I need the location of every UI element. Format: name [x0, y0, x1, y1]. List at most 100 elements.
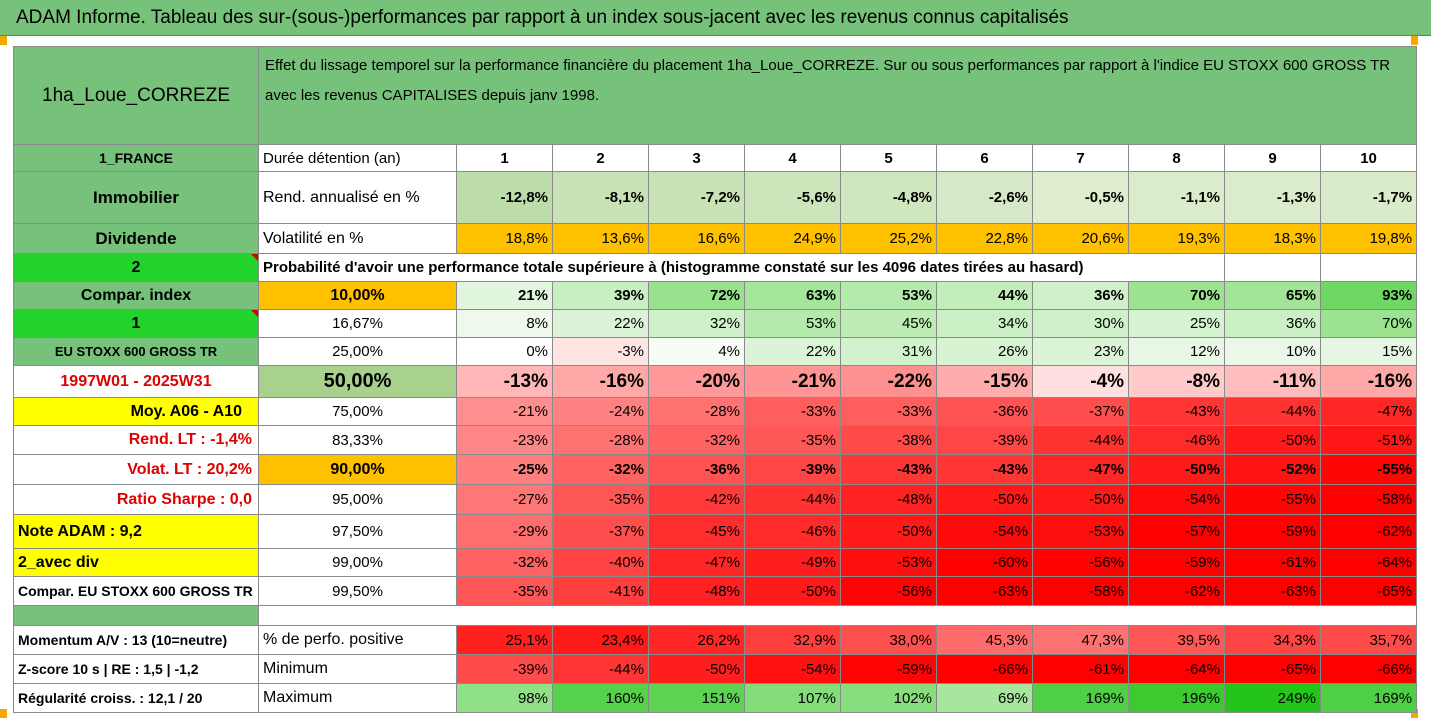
rend-lt: Rend. LT : -1,4% — [128, 431, 252, 448]
year-cell: 10 — [1319, 144, 1418, 172]
proba-cell: -44% — [744, 484, 841, 515]
rend-cell: -1,7% — [1319, 171, 1418, 224]
proba-row: Compar. index 10,00% 21% 39% 72% 63% 53%… — [13, 281, 1418, 310]
blank-cell — [1319, 253, 1418, 282]
zscore: Z-score 10 s | RE : 1,5 | -1,2 — [18, 661, 199, 677]
proba-cell: 70% — [1128, 281, 1225, 310]
proba-cell: -33% — [744, 397, 841, 426]
category: Immobilier — [93, 187, 179, 207]
year-cell: 7 — [1032, 144, 1129, 172]
proba-cell: 23% — [1032, 337, 1129, 366]
performance-table: 1ha_Loue_CORREZE Effet du lissage tempor… — [13, 46, 1418, 713]
perf-pos-cell: 35,7% — [1319, 625, 1418, 655]
num2: 2 — [131, 258, 141, 276]
year-cell: 9 — [1224, 144, 1321, 172]
index-name-cell: EU STOXX 600 GROSS TR — [13, 337, 259, 366]
duration-row: 1_FRANCE Durée détention (an) 1 2 3 4 5 … — [13, 144, 1418, 172]
proba-cell: 34% — [936, 309, 1033, 338]
period-cell: 1997W01 - 2025W31 — [13, 365, 259, 398]
proba-cell: 70% — [1319, 309, 1418, 338]
proba-cell: -37% — [552, 514, 649, 549]
proba-cell: -25% — [456, 454, 553, 485]
proba-cell: -51% — [1319, 425, 1418, 455]
proba-cell: -60% — [936, 548, 1033, 577]
moy: Moy. A06 - A10 — [130, 402, 242, 420]
proba-cell: -38% — [840, 425, 937, 455]
proba-cell: -59% — [1224, 514, 1321, 549]
proba-cell: -58% — [1032, 576, 1129, 606]
proba-cell: -47% — [1032, 454, 1129, 485]
proba-cell: -63% — [936, 576, 1033, 606]
duree-label: Durée détention (an) — [258, 144, 457, 172]
proba-cell: 36% — [1032, 281, 1129, 310]
corner-marker-bottom-left — [0, 709, 7, 718]
maximum-cell: 160% — [552, 683, 649, 713]
proba-cell: -16% — [1319, 365, 1418, 398]
maximum-cell: 249% — [1224, 683, 1321, 713]
proba-cell: -55% — [1319, 454, 1418, 485]
proba-cell: 65% — [1224, 281, 1321, 310]
proba-cell: 39% — [552, 281, 649, 310]
rend-cell: -4,8% — [840, 171, 937, 224]
proba-cell: -36% — [936, 397, 1033, 426]
maximum-cell: 102% — [840, 683, 937, 713]
perf-pos-cell: 26,2% — [648, 625, 745, 655]
compar-index: Compar. index — [80, 286, 192, 304]
proba-cell: -62% — [1319, 514, 1418, 549]
proba-row: Compar. EU STOXX 600 GROSS TR 99,50% -35… — [13, 576, 1418, 606]
rend-label: Rend. annualisé en % — [258, 171, 457, 224]
blank-cell — [1224, 253, 1321, 282]
proba-cell: -50% — [1224, 425, 1321, 455]
minimum-label: Minimum — [258, 654, 457, 684]
minimum-cell: -65% — [1224, 654, 1321, 684]
volat-cell: 22,8% — [936, 223, 1033, 254]
proba-pct: 90,00% — [258, 454, 457, 485]
proba-cell: -29% — [456, 514, 553, 549]
year-cell: 5 — [840, 144, 937, 172]
fund-name-cell: 1ha_Loue_CORREZE — [13, 46, 259, 145]
proba-cell: -36% — [648, 454, 745, 485]
proba-cell: -61% — [1224, 548, 1321, 577]
proba-cell: -48% — [648, 576, 745, 606]
proba-cell: 45% — [840, 309, 937, 338]
avec-div: 2_avec div — [18, 553, 99, 571]
proba-cell: -20% — [648, 365, 745, 398]
maximum-cell: 151% — [648, 683, 745, 713]
perf-pos-cell: 39,5% — [1128, 625, 1225, 655]
corner-marker-right — [1411, 36, 1418, 45]
proba-cell: 36% — [1224, 309, 1321, 338]
minimum-cell: -61% — [1032, 654, 1129, 684]
proba-cell: -47% — [648, 548, 745, 577]
proba-cell: -45% — [648, 514, 745, 549]
perf-pos-cell: 23,4% — [552, 625, 649, 655]
proba-cell: -33% — [840, 397, 937, 426]
proba-cell: 32% — [648, 309, 745, 338]
momentum: Momentum A/V : 13 (10=neutre) — [18, 632, 228, 648]
spacer-green — [13, 605, 259, 626]
proba-pct: 97,50% — [258, 514, 457, 549]
avec-div-cell: 2_avec div — [13, 548, 259, 577]
proba-row: 1 16,67% 8% 22% 32% 53% 45% 34% 30% 25% … — [13, 309, 1418, 338]
minimum-cell: -39% — [456, 654, 553, 684]
proba-cell: -21% — [456, 397, 553, 426]
rend-cell: -7,2% — [648, 171, 745, 224]
period: 1997W01 - 2025W31 — [60, 372, 212, 390]
proba-cell: -35% — [456, 576, 553, 606]
minimum-cell: -54% — [744, 654, 841, 684]
proba-row: Moy. A06 - A10 75,00% -21% -24% -28% -33… — [13, 397, 1418, 426]
volat-row: Dividende Volatilité en % 18,8% 13,6% 16… — [13, 223, 1418, 254]
rend-cell: -1,3% — [1224, 171, 1321, 224]
proba-row: EU STOXX 600 GROSS TR 25,00% 0% -3% 4% 2… — [13, 337, 1418, 366]
proba-cell: -44% — [1032, 425, 1129, 455]
proba-cell: 72% — [648, 281, 745, 310]
dividend: Dividende — [95, 228, 177, 248]
proba-cell: -11% — [1224, 365, 1321, 398]
proba-cell: -56% — [1032, 548, 1129, 577]
proba-label: Probabilité d'avoir une performance tota… — [258, 253, 1225, 282]
minimum-cell: -64% — [1128, 654, 1225, 684]
minimum-cell: -59% — [840, 654, 937, 684]
proba-cell: -22% — [840, 365, 937, 398]
proba-cell: -21% — [744, 365, 841, 398]
volat-cell: 20,6% — [1032, 223, 1129, 254]
proba-cell: -53% — [1032, 514, 1129, 549]
